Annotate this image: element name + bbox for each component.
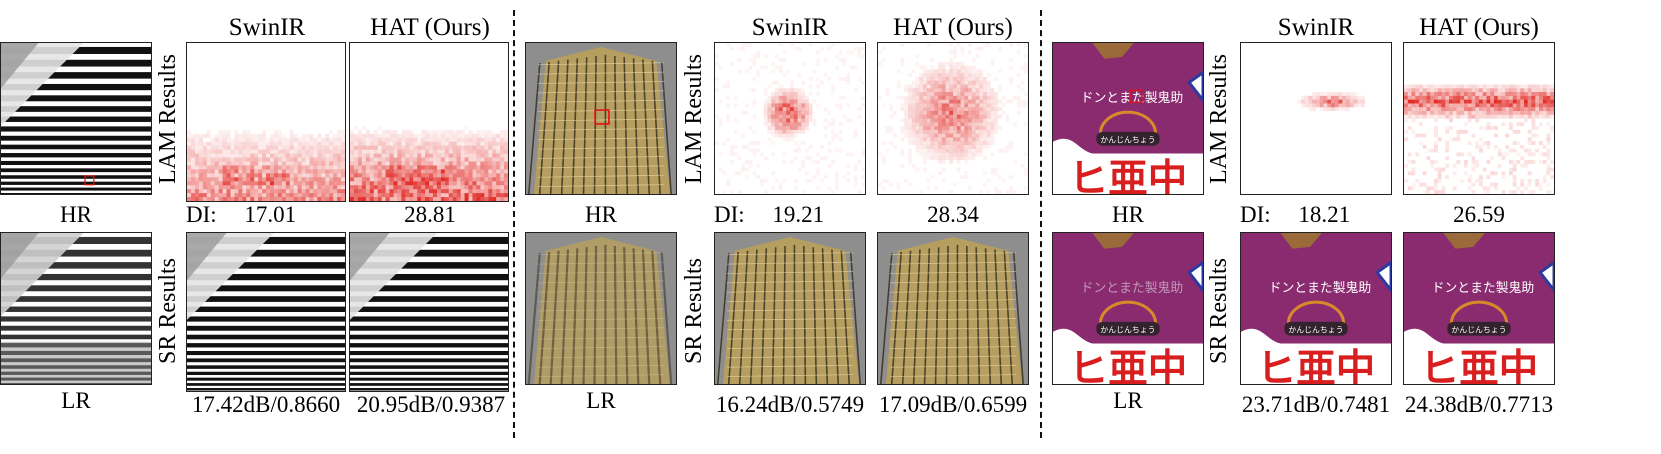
lr-image-manga: ドンとまた製鬼助かんじんちょうヒ亜中 xyxy=(1052,232,1204,385)
lam-heatmap xyxy=(715,43,865,194)
svg-text:ヒ亜中: ヒ亜中 xyxy=(1069,346,1187,384)
sr-hat-building xyxy=(877,232,1029,385)
lr-label: LR xyxy=(1113,388,1143,413)
di-prefix: DI: xyxy=(1240,202,1271,227)
header-swinir: SwinIR xyxy=(1277,14,1355,41)
header-hat: HAT (Ours) xyxy=(370,14,490,41)
svg-text:ドンとまた製鬼助: ドンとまた製鬼助 xyxy=(1081,90,1184,106)
di-swinir-value: 17.01 xyxy=(244,202,297,227)
header-swinir: SwinIR xyxy=(751,14,829,41)
lam-hat-stairs xyxy=(349,42,509,202)
lr-image-stairs xyxy=(0,232,152,385)
di-hat-value: 28.34 xyxy=(927,202,979,227)
lr-image-building xyxy=(525,232,677,385)
svg-text:かんじんちょう: かんじんちょう xyxy=(1100,326,1155,335)
hr-image-building xyxy=(525,42,677,195)
di-swinir: DI: 18.21 xyxy=(1240,202,1350,228)
svg-text:ヒ亜中: ヒ亜中 xyxy=(1257,346,1375,384)
lam-heatmap xyxy=(350,125,508,201)
svg-text:ヒ亜中: ヒ亜中 xyxy=(1069,156,1187,194)
sr-swinir-manga: ドンとまた製鬼助かんじんちょうヒ亜中 xyxy=(1240,232,1392,385)
svg-text:かんじんちょう: かんじんちょう xyxy=(1451,326,1506,335)
lam-swinir-building xyxy=(714,42,866,195)
building-lr-picture xyxy=(526,233,676,384)
header-hat: HAT (Ours) xyxy=(1419,14,1539,41)
metric-hat: 24.38dB/0.7713 xyxy=(1404,392,1554,417)
hr-label: HR xyxy=(60,202,92,227)
metric-swinir: 16.24dB/0.5749 xyxy=(715,392,865,417)
hr-image-stairs xyxy=(0,42,152,195)
building-sr-picture xyxy=(878,233,1028,384)
svg-text:ヒ亜中: ヒ亜中 xyxy=(1420,346,1538,384)
svg-text:ドンとまた製鬼助: ドンとまた製鬼助 xyxy=(1269,280,1372,296)
lam-row-label: LAM Results xyxy=(1206,54,1232,185)
metric-hat: 17.09dB/0.6599 xyxy=(878,392,1028,417)
lam-swinir-manga xyxy=(1240,42,1392,195)
svg-text:かんじんちょう: かんじんちょう xyxy=(1100,136,1155,145)
di-swinir: DI: 19.21 xyxy=(714,202,824,228)
hr-label: HR xyxy=(585,202,617,227)
sr-swinir-building xyxy=(714,232,866,385)
header-swinir: SwinIR xyxy=(228,14,306,41)
panel-separator xyxy=(1040,10,1042,438)
metric-swinir: 17.42dB/0.8660 xyxy=(191,392,341,417)
metric-swinir: 23.71dB/0.7481 xyxy=(1241,392,1391,417)
sr-row-label: SR Results xyxy=(1206,257,1232,365)
hr-image-manga: ドンとまた製鬼助かんじんちょうヒ亜中 xyxy=(1052,42,1204,195)
stairs-hr-picture xyxy=(1,43,151,194)
lam-heatmap xyxy=(187,129,345,201)
panel-separator xyxy=(513,10,515,438)
di-swinir: DI: 17.01 xyxy=(186,202,296,228)
stairs-sr-picture xyxy=(187,233,345,391)
sr-hat-manga: ドンとまた製鬼助かんじんちょうヒ亜中 xyxy=(1403,232,1555,385)
lam-heatmap xyxy=(1404,84,1554,194)
svg-text:ドンとまた製鬼助: ドンとまた製鬼助 xyxy=(1081,280,1184,296)
building-hr-picture xyxy=(526,43,676,194)
svg-text:ドンとまた製鬼助: ドンとまた製鬼助 xyxy=(1432,280,1535,296)
di-hat-value: 28.81 xyxy=(404,202,456,227)
lam-row-label: LAM Results xyxy=(681,54,707,185)
metric-hat: 20.95dB/0.9387 xyxy=(356,392,506,417)
di-prefix: DI: xyxy=(186,202,217,227)
lam-swinir-stairs xyxy=(186,42,346,202)
building-sr-picture xyxy=(715,233,865,384)
lam-heatmap xyxy=(1297,92,1365,112)
di-swinir-value: 19.21 xyxy=(772,202,825,227)
sr-row-label: SR Results xyxy=(681,257,707,365)
sr-row-label: SR Results xyxy=(155,257,181,365)
lam-hat-building xyxy=(877,42,1029,195)
lr-label: LR xyxy=(586,388,616,413)
lam-heatmap xyxy=(878,43,1028,194)
di-prefix: DI: xyxy=(714,202,745,227)
svg-text:かんじんちょう: かんじんちょう xyxy=(1288,326,1343,335)
lr-label: LR xyxy=(61,388,91,413)
di-swinir-value: 18.21 xyxy=(1298,202,1351,227)
hr-label: HR xyxy=(1112,202,1144,227)
sr-swinir-stairs xyxy=(186,232,346,392)
header-hat: HAT (Ours) xyxy=(893,14,1013,41)
lam-row-label: LAM Results xyxy=(155,54,181,185)
lam-hat-manga xyxy=(1403,42,1555,195)
stairs-lr-picture xyxy=(1,233,151,384)
sr-hat-stairs xyxy=(349,232,509,392)
stairs-sr-picture xyxy=(350,233,508,391)
di-hat-value: 26.59 xyxy=(1453,202,1505,227)
